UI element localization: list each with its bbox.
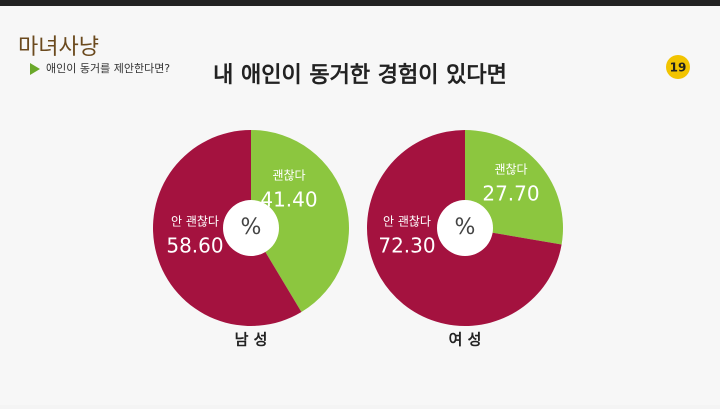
caption-arrow: [30, 63, 40, 75]
slice-value: 58.60: [166, 234, 223, 258]
pie-hole: [223, 200, 279, 256]
pie-label: 여 성: [449, 331, 482, 349]
center-label: %: [241, 215, 262, 240]
slice-category: 괜찮다: [494, 163, 527, 177]
logo: 마녀사냥: [18, 35, 99, 60]
rating-badge: [666, 55, 690, 79]
pie-slice: [251, 130, 349, 313]
top-bar: [0, 0, 720, 6]
slice-value: 72.30: [378, 234, 435, 258]
slice-category: 안 괜찮다: [383, 215, 431, 229]
center-label: %: [455, 215, 476, 240]
slice-category: 안 괜찮다: [171, 215, 219, 229]
slice-category: 괜찮다: [272, 169, 305, 183]
slice-value: 27.70: [482, 182, 539, 206]
pie-hole: [437, 200, 493, 256]
rating: 19: [670, 61, 687, 75]
pie-label: 남 성: [235, 331, 268, 349]
caption: 애인이 동거를 제안한다면?: [46, 62, 170, 75]
chart-title: 내 애인이 동거한 경험이 있다면: [213, 62, 507, 88]
